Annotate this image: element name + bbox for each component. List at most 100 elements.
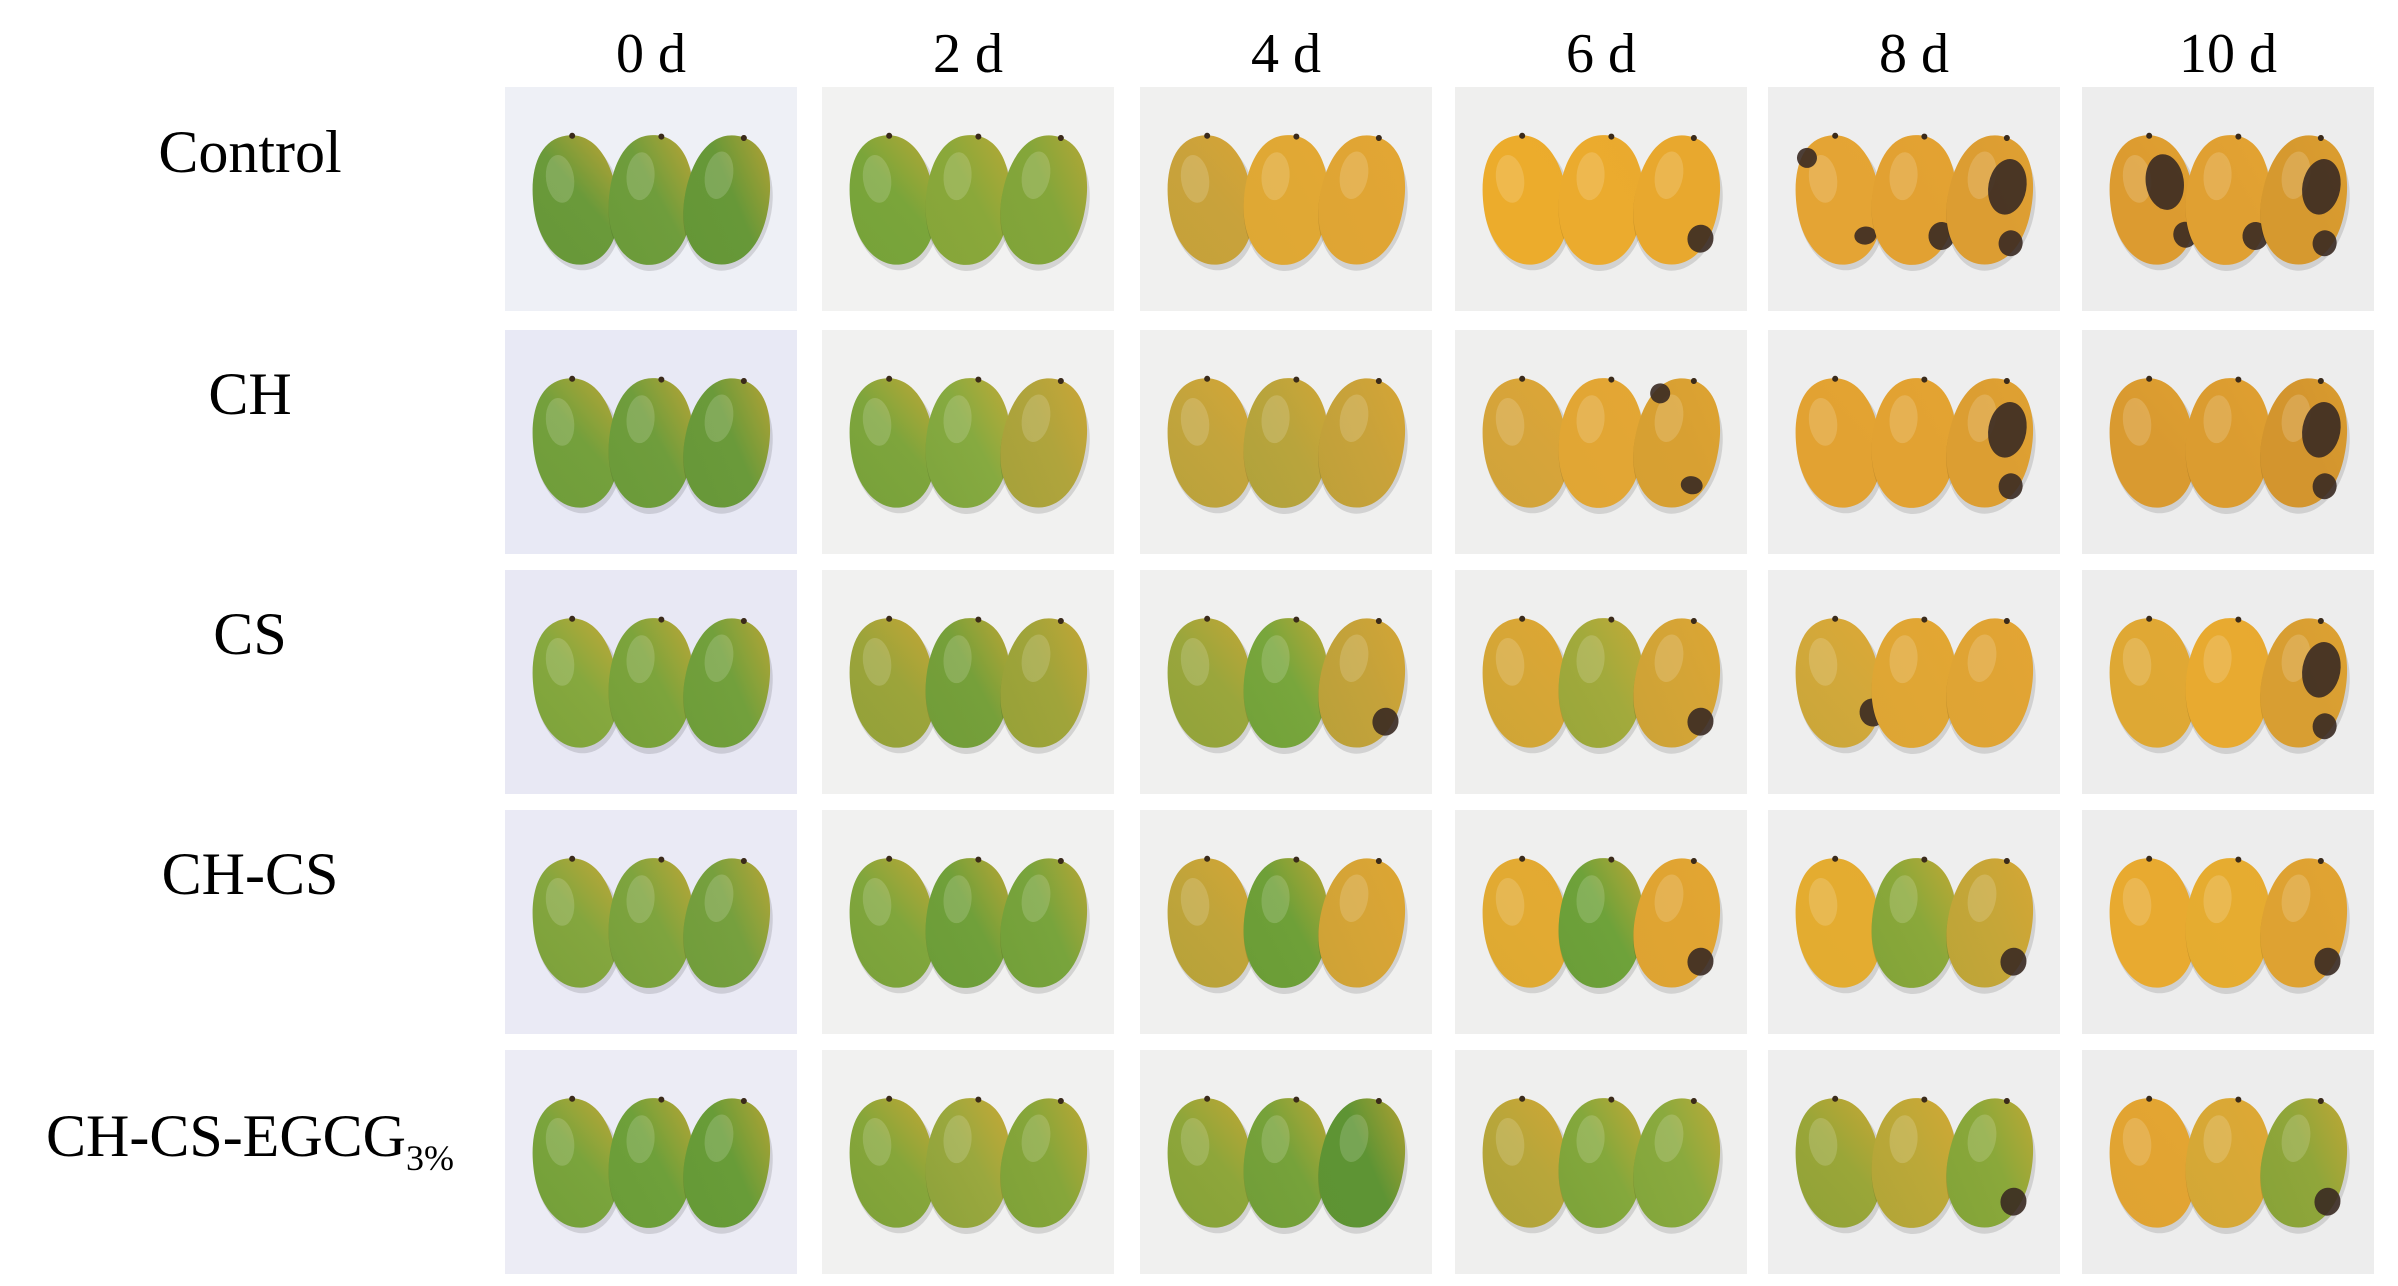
mango-fruit bbox=[1633, 1097, 1723, 1234]
treatment-label-subscript: 3% bbox=[406, 1138, 455, 1178]
mango-photo bbox=[1140, 810, 1432, 1034]
mango-photo bbox=[1455, 87, 1747, 311]
mango-fruit bbox=[1000, 1097, 1090, 1234]
mango-fruit bbox=[1946, 617, 2036, 754]
mango-fruit bbox=[2185, 1096, 2274, 1235]
mango-fruit bbox=[849, 132, 940, 271]
mango-fruit bbox=[1167, 615, 1258, 754]
mango-fruit bbox=[608, 133, 697, 272]
mango-fruit bbox=[2109, 375, 2200, 514]
treatment-label-text: CS bbox=[213, 601, 287, 667]
treatment-label-text: CH-CS bbox=[161, 841, 339, 907]
mango-fruit bbox=[1633, 134, 1723, 271]
mango-fruit bbox=[1946, 1097, 2036, 1234]
mango-photo-image bbox=[1768, 87, 2060, 311]
mango-photo-image bbox=[1455, 330, 1747, 554]
mango-fruit bbox=[1000, 857, 1090, 994]
mango-photo bbox=[1455, 570, 1747, 794]
mango-fruit bbox=[683, 1097, 773, 1234]
mango-photo-image bbox=[822, 570, 1114, 794]
mango-photo bbox=[1140, 1050, 1432, 1274]
mango-photo bbox=[505, 1050, 797, 1274]
mango-photo-image bbox=[505, 330, 797, 554]
mango-fruit bbox=[1795, 375, 1886, 514]
treatment-label: CS bbox=[0, 594, 500, 674]
mango-fruit bbox=[925, 1096, 1014, 1235]
mango-photo bbox=[822, 87, 1114, 311]
treatment-label-text: Control bbox=[158, 119, 342, 185]
mango-fruit bbox=[1558, 1096, 1647, 1235]
mango-fruit bbox=[532, 615, 623, 754]
mango-photo bbox=[1455, 330, 1747, 554]
mango-fruit bbox=[1243, 376, 1332, 515]
mango-photo bbox=[2082, 87, 2374, 311]
mango-fruit bbox=[925, 376, 1014, 515]
mango-photo-image bbox=[1455, 87, 1747, 311]
mango-photo-image bbox=[505, 810, 797, 1034]
treatment-label-text: CH bbox=[208, 361, 292, 427]
treatment-label: CH-CS bbox=[0, 834, 500, 914]
mango-fruit bbox=[1482, 615, 1573, 754]
mango-photo bbox=[505, 570, 797, 794]
mango-fruit bbox=[608, 376, 697, 515]
mango-fruit bbox=[1871, 616, 1960, 755]
mango-fruit bbox=[1243, 616, 1332, 755]
mango-photo-image bbox=[2082, 810, 2374, 1034]
mango-fruit bbox=[2109, 615, 2200, 754]
mango-fruit bbox=[849, 615, 940, 754]
mango-photo-image bbox=[1768, 330, 2060, 554]
mango-fruit bbox=[2260, 377, 2350, 514]
mango-fruit bbox=[1318, 857, 1408, 994]
mango-photo bbox=[1768, 570, 2060, 794]
mango-photo-image bbox=[1768, 1050, 2060, 1274]
mango-fruit bbox=[532, 132, 623, 271]
treatment-label: CH bbox=[0, 354, 500, 434]
mango-fruit bbox=[1482, 1095, 1573, 1234]
mango-fruit bbox=[1167, 1095, 1258, 1234]
mango-fruit bbox=[1318, 377, 1408, 514]
mango-fruit bbox=[1558, 133, 1647, 272]
mango-fruit bbox=[2109, 855, 2200, 994]
mango-photo bbox=[2082, 330, 2374, 554]
mango-fruit bbox=[1318, 617, 1408, 754]
mango-fruit bbox=[925, 133, 1014, 272]
mango-fruit bbox=[1558, 376, 1647, 515]
day-header: 0 d bbox=[616, 23, 686, 85]
mango-photo-image bbox=[1768, 810, 2060, 1034]
mango-photo-image bbox=[505, 87, 797, 311]
mango-photo bbox=[2082, 570, 2374, 794]
mango-fruit bbox=[1633, 857, 1723, 994]
mango-fruit bbox=[1243, 133, 1332, 272]
mango-photo-image bbox=[1768, 570, 2060, 794]
mango-fruit bbox=[2185, 133, 2274, 272]
day-header: 2 d bbox=[933, 23, 1003, 85]
mango-photo bbox=[822, 810, 1114, 1034]
mango-photo bbox=[1768, 87, 2060, 311]
mango-fruit bbox=[1795, 615, 1886, 754]
mango-photo-image bbox=[1140, 1050, 1432, 1274]
mango-photo-image bbox=[1140, 87, 1432, 311]
mango-fruit bbox=[683, 857, 773, 994]
mango-fruit bbox=[1318, 1097, 1408, 1234]
mango-fruit bbox=[1243, 856, 1332, 995]
mango-fruit bbox=[925, 856, 1014, 995]
mango-photo-image bbox=[2082, 570, 2374, 794]
mango-fruit bbox=[1000, 617, 1090, 754]
mango-fruit bbox=[849, 1095, 940, 1234]
mango-photo-image bbox=[1455, 810, 1747, 1034]
mango-photo-image bbox=[2082, 330, 2374, 554]
mango-photo bbox=[2082, 810, 2374, 1034]
mango-fruit bbox=[1558, 616, 1647, 755]
mango-photo-image bbox=[1455, 570, 1747, 794]
mango-fruit bbox=[1795, 1095, 1886, 1234]
mango-fruit bbox=[532, 855, 623, 994]
mango-fruit bbox=[1871, 376, 1960, 515]
treatment-label: CH-CS-EGCG3% bbox=[0, 1096, 500, 1198]
mango-fruit bbox=[1167, 375, 1258, 514]
mango-fruit bbox=[1633, 377, 1723, 514]
mango-fruit bbox=[925, 616, 1014, 755]
mango-photo bbox=[822, 570, 1114, 794]
mango-fruit bbox=[1795, 855, 1886, 994]
mango-photo bbox=[505, 87, 797, 311]
mango-fruit bbox=[1871, 133, 1960, 272]
